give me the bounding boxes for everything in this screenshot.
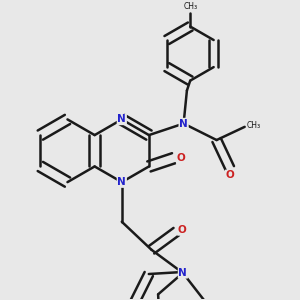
Text: N: N (117, 177, 126, 187)
Text: O: O (225, 170, 234, 180)
Text: N: N (117, 114, 126, 124)
Text: CH₃: CH₃ (183, 2, 197, 10)
Text: CH₃: CH₃ (247, 121, 261, 130)
Text: O: O (178, 225, 187, 235)
Text: N: N (179, 118, 188, 128)
Text: O: O (177, 153, 185, 163)
Text: N: N (178, 268, 187, 278)
